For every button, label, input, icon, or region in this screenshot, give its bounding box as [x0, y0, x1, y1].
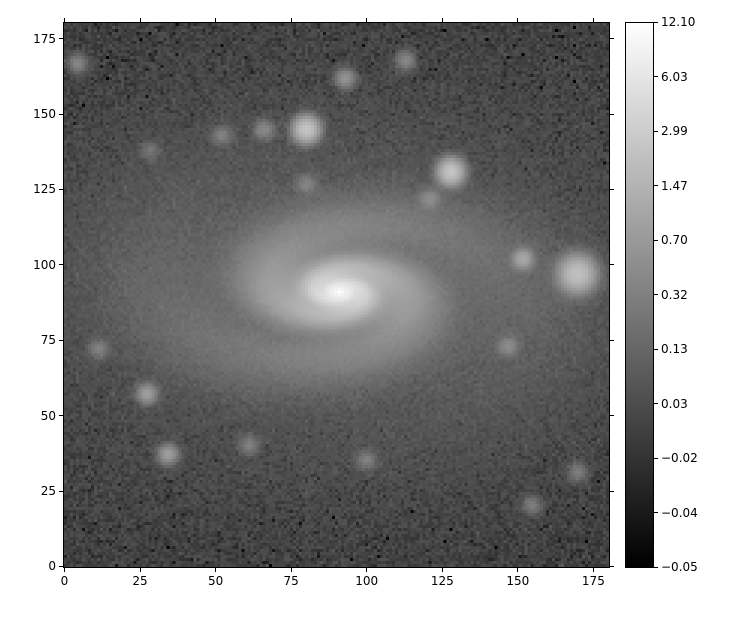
colorbar-tick-mark	[654, 185, 658, 186]
colorbar-tick-mark	[654, 403, 658, 404]
colorbar-tick-mark	[654, 348, 658, 350]
x-tick-mark-top	[215, 18, 217, 22]
x-tick-mark	[215, 568, 217, 572]
colorbar-tick-mark	[654, 512, 658, 513]
y-tick-label: 0	[48, 559, 56, 574]
y-tick-mark	[59, 264, 63, 266]
image-plot-area	[63, 22, 610, 568]
x-tick-label: 75	[283, 574, 299, 588]
y-tick-mark	[59, 113, 63, 115]
y-tick-label: 100	[33, 257, 56, 272]
y-tick-label: 50	[40, 408, 56, 423]
y-tick-label: 150	[33, 107, 56, 121]
y-tick-mark-right	[610, 490, 614, 492]
y-tick-mark	[59, 339, 63, 341]
y-tick-label: 175	[33, 31, 56, 46]
y-tick-mark	[59, 415, 63, 417]
colorbar-tick-label: 6.03	[661, 69, 688, 84]
x-tick-mark	[592, 568, 594, 572]
x-tick-label: 150	[506, 574, 530, 588]
x-tick-mark	[366, 568, 368, 572]
colorbar-tick-mark	[654, 294, 658, 295]
y-tick-mark-right	[610, 113, 614, 115]
x-tick-mark-top	[366, 18, 368, 22]
y-tick-label: 75	[40, 333, 56, 348]
x-tick-label: 125	[430, 574, 454, 588]
colorbar-tick-label: 0.70	[661, 233, 688, 247]
y-tick-mark-right	[610, 339, 614, 341]
x-tick-mark	[64, 568, 65, 572]
colorbar-tick-label: 0.13	[661, 342, 688, 356]
y-tick-mark	[59, 490, 63, 492]
colorbar-tick-label: 0.03	[661, 396, 688, 411]
y-tick-label: 25	[40, 484, 56, 499]
y-tick-mark	[59, 188, 63, 190]
x-tick-label: 0	[60, 574, 69, 588]
x-tick-mark	[139, 568, 141, 572]
y-tick-mark-right	[610, 415, 614, 417]
x-tick-mark	[517, 568, 519, 572]
x-tick-label: 25	[132, 574, 148, 588]
x-tick-mark	[290, 568, 292, 572]
colorbar-tick-label: −0.02	[661, 451, 698, 465]
x-tick-label: 100	[355, 574, 379, 588]
y-tick-mark	[59, 38, 63, 40]
y-tick-mark	[59, 565, 63, 567]
colorbar-tick-label: 12.10	[661, 15, 696, 29]
colorbar-tick-mark	[654, 21, 658, 23]
colorbar-tick-label: −0.05	[661, 560, 698, 574]
colorbar-tick-label: −0.04	[661, 505, 698, 520]
colorbar-tick-label: 2.99	[661, 124, 688, 138]
colorbar-tick-label: 1.47	[661, 178, 688, 193]
x-tick-mark-top	[64, 18, 65, 22]
x-tick-mark-top	[290, 18, 292, 22]
galaxy-image	[64, 23, 609, 567]
y-tick-mark-right	[610, 188, 614, 190]
colorbar-tick-mark	[654, 130, 658, 132]
y-tick-mark-right	[610, 38, 614, 40]
x-tick-mark-top	[139, 18, 141, 22]
x-tick-mark-top	[441, 18, 443, 22]
colorbar	[625, 22, 654, 568]
colorbar-tick-mark	[654, 239, 658, 241]
colorbar-tick-mark	[654, 566, 658, 568]
y-tick-label: 125	[33, 182, 56, 197]
colorbar-tick-mark	[654, 457, 658, 459]
x-tick-mark-top	[592, 18, 594, 22]
colorbar-tick-mark	[654, 76, 658, 77]
x-tick-label: 175	[581, 574, 605, 588]
y-tick-mark-right	[610, 264, 614, 266]
colorbar-tick-label: 0.32	[661, 287, 688, 302]
x-tick-label: 50	[207, 574, 224, 588]
x-tick-mark	[441, 568, 443, 572]
y-tick-mark-right	[610, 565, 614, 567]
x-tick-mark-top	[517, 18, 519, 22]
